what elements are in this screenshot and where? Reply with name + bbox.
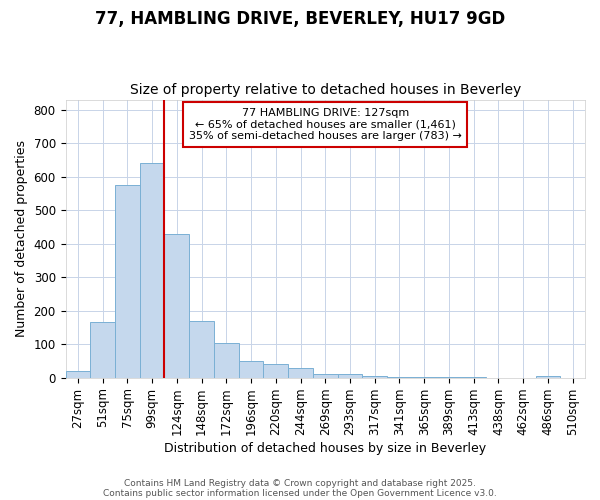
Bar [362, 376, 387, 378]
Text: Contains HM Land Registry data © Crown copyright and database right 2025.: Contains HM Land Registry data © Crown c… [124, 478, 476, 488]
Bar [115, 185, 140, 378]
Text: 77 HAMBLING DRIVE: 127sqm
← 65% of detached houses are smaller (1,461)
35% of se: 77 HAMBLING DRIVE: 127sqm ← 65% of detac… [189, 108, 462, 141]
Title: Size of property relative to detached houses in Beverley: Size of property relative to detached ho… [130, 83, 521, 97]
Bar [140, 163, 164, 378]
Bar [412, 377, 437, 378]
Bar [65, 371, 90, 378]
Bar [164, 234, 189, 378]
Y-axis label: Number of detached properties: Number of detached properties [15, 140, 28, 337]
Bar [387, 376, 412, 378]
Text: Contains public sector information licensed under the Open Government Licence v3: Contains public sector information licen… [103, 488, 497, 498]
Bar [313, 374, 338, 378]
Bar [189, 320, 214, 378]
Bar [214, 342, 239, 378]
Text: 77, HAMBLING DRIVE, BEVERLEY, HU17 9GD: 77, HAMBLING DRIVE, BEVERLEY, HU17 9GD [95, 10, 505, 28]
Bar [90, 322, 115, 378]
Bar [536, 376, 560, 378]
Bar [288, 368, 313, 378]
Bar [338, 374, 362, 378]
Bar [263, 364, 288, 378]
X-axis label: Distribution of detached houses by size in Beverley: Distribution of detached houses by size … [164, 442, 487, 455]
Bar [239, 361, 263, 378]
